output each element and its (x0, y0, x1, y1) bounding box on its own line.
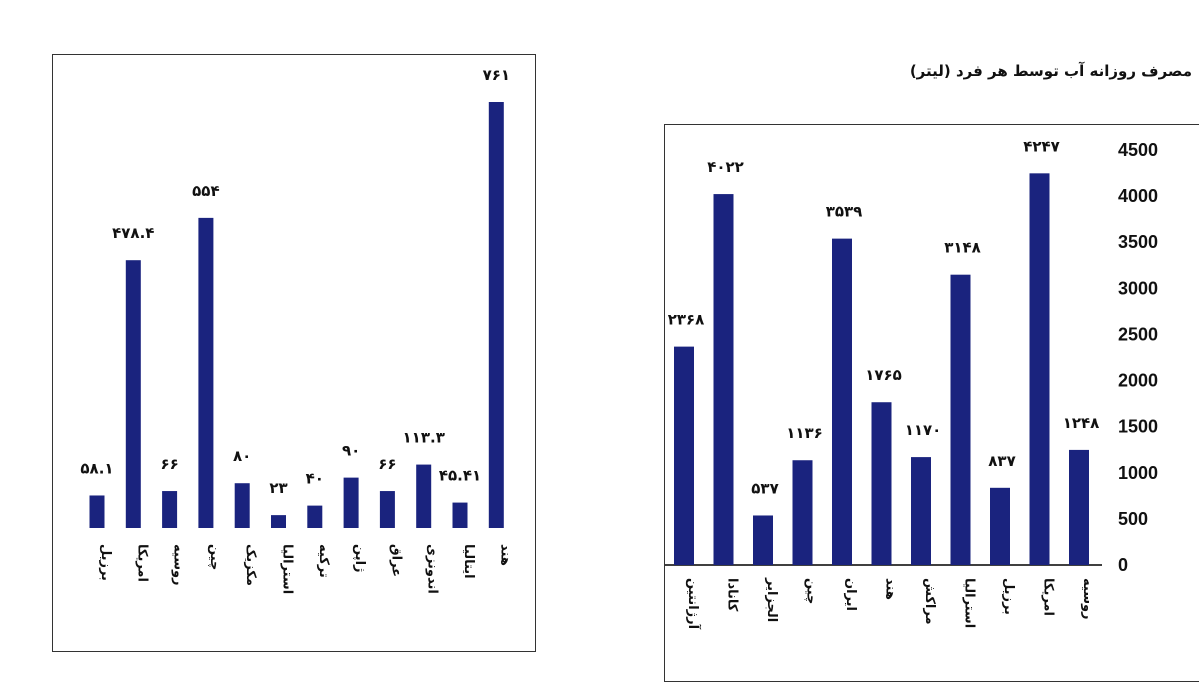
right-y-tick-3: 1000 (1118, 463, 1158, 483)
right-value-label-4: ۱۱۳۶ (786, 424, 823, 442)
right-bar-8 (950, 274, 971, 565)
right-chart-frame (664, 124, 1199, 682)
left-value-label-11: ۴۵.۴۱ (439, 467, 481, 485)
left-value-label-9: ۶۶ (378, 455, 396, 473)
left-category-label-9: عراق (388, 544, 403, 577)
right-category-label-2: کانادا (725, 578, 740, 612)
left-bar-7 (307, 505, 323, 528)
right-value-label-8: ۳۱۴۸ (944, 239, 981, 257)
left-category-label-12: هند (497, 544, 512, 566)
left-category-label-7: ترکیه (316, 544, 331, 578)
left-value-label-3: ۶۶ (160, 455, 178, 473)
left-category-label-2: امریکا (134, 544, 149, 582)
left-category-label-6: استرالیا (280, 544, 295, 594)
left-category-label-3: روسیه (171, 544, 186, 586)
right-y-tick-5: 2000 (1118, 371, 1158, 391)
left-value-label-8: ۹۰ (342, 442, 360, 460)
right-category-label-1: آرژانتین (685, 578, 702, 630)
left-value-label-2: ۴۷۸.۴ (112, 224, 154, 242)
right-category-label-3: الجزایر (764, 577, 779, 622)
left-value-label-10: ۱۱۳.۳ (403, 429, 445, 447)
right-value-label-5: ۳۵۳۹ (826, 203, 863, 221)
right-y-tick-9: 4000 (1118, 186, 1158, 206)
left-category-label-8: ژاپن (352, 544, 367, 573)
left-bar-1 (89, 495, 105, 528)
left-category-label-5: مکزیک (243, 544, 258, 586)
right-value-label-11: ۱۲۴۸ (1063, 414, 1100, 432)
left-value-label-1: ۵۸.۱ (80, 459, 113, 477)
right-value-label-10: ۴۲۴۷ (1023, 137, 1060, 155)
right-bar-9 (990, 487, 1010, 565)
right-value-label-1: ۲۳۶۸ (668, 311, 705, 329)
right-bar-5 (832, 238, 852, 565)
right-value-label-6: ۱۷۶۵ (865, 366, 902, 384)
right-category-label-9: برزیل (1001, 578, 1016, 615)
right-value-label-3: ۵۳۷ (751, 479, 778, 497)
left-bar-9 (379, 491, 395, 528)
left-bar-2 (125, 260, 141, 528)
left-bar-3 (162, 491, 178, 528)
right-y-tick-7: 3000 (1118, 278, 1158, 298)
right-category-label-5: ایران (843, 578, 858, 611)
right-bar-6 (871, 402, 892, 565)
right-value-label-2: ۴۰۲۲ (707, 158, 744, 176)
left-value-label-12: ۷۶۱ (483, 66, 510, 84)
right-chart-title: مصرف روزانه آب توسط هر فرد (لیتر) (909, 62, 1192, 80)
right-y-tick-2: 500 (1118, 509, 1148, 529)
left-bar-10 (416, 464, 432, 528)
right-bar-7 (911, 457, 931, 565)
right-value-label-7: ۱۱۷۰ (905, 421, 942, 439)
left-bar-11 (452, 502, 468, 528)
left-bar-12 (488, 102, 504, 528)
right-category-label-4: چین (804, 578, 819, 604)
right-bar-3 (753, 515, 773, 565)
left-bar-6 (271, 515, 286, 528)
right-y-tick-6: 2500 (1118, 324, 1158, 344)
left-value-label-5: ۸۰ (233, 447, 251, 465)
left-category-label-1: برزیل (98, 544, 113, 581)
left-value-label-6: ۲۳ (269, 479, 287, 497)
right-bar-4 (792, 460, 813, 565)
left-bar-8 (343, 477, 359, 528)
right-y-tick-4: 1500 (1118, 417, 1158, 437)
right-y-tick-10: 4500 (1118, 140, 1158, 160)
right-value-label-9: ۸۳۷ (988, 452, 1015, 470)
left-category-label-11: ایتالیا (461, 544, 476, 579)
left-bar-5 (234, 483, 250, 528)
left-value-label-7: ۴۰ (306, 470, 324, 488)
right-y-tick-8: 3500 (1118, 232, 1158, 252)
right-category-label-10: امریکا (1041, 578, 1056, 616)
right-bar-11 (1069, 449, 1089, 565)
left-category-label-4: چین (207, 544, 222, 570)
right-category-label-6: هند (883, 578, 898, 600)
right-y-tick-1: 0 (1118, 555, 1128, 575)
left-value-label-4: ۵۵۴ (192, 182, 219, 200)
left-bar-4 (198, 217, 214, 529)
right-category-label-8: استرالیا (962, 578, 977, 628)
right-bar-10 (1029, 173, 1050, 566)
right-bar-1 (674, 346, 694, 565)
left-category-label-10: اندونزی (425, 544, 440, 594)
right-category-label-7: مراکش (922, 578, 937, 625)
right-category-label-11: روسیه (1080, 578, 1095, 620)
right-bar-2 (713, 194, 734, 566)
